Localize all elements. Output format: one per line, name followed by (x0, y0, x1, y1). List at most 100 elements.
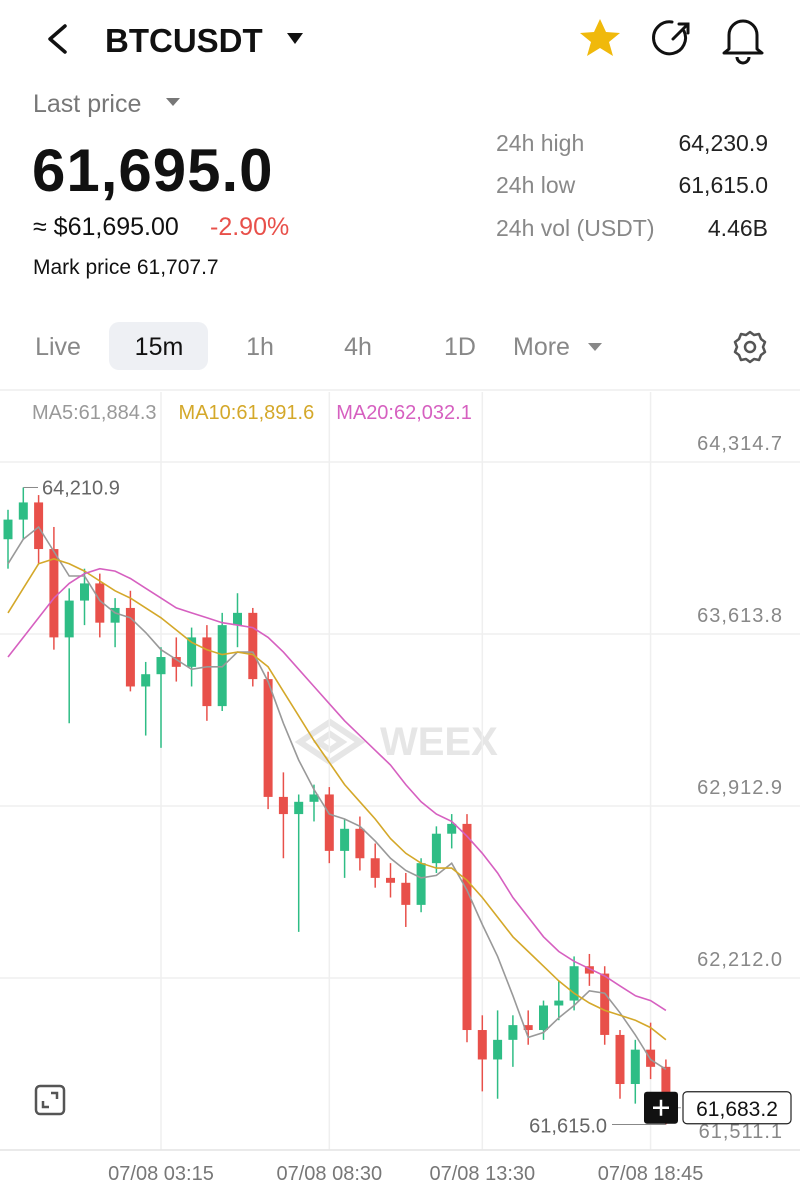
candle-body (569, 966, 579, 1001)
candle-body (3, 519, 13, 540)
candle-body (125, 607, 135, 687)
stat-label: 24h high (496, 130, 585, 156)
favorite-star[interactable] (580, 19, 620, 56)
divider (0, 389, 800, 391)
candle-body (171, 657, 181, 667)
timeframe-tab[interactable]: 1h (246, 333, 274, 361)
y-tick-label: 62,912.9 (697, 777, 783, 799)
candle-body (64, 600, 74, 638)
mark-price: Mark price 61,707.7 (33, 256, 219, 279)
last-price-label[interactable]: Last price (33, 90, 142, 118)
candle-body (661, 1066, 671, 1108)
y-tick-label: 61,511.1 (699, 1121, 783, 1143)
candle-body (34, 502, 44, 550)
ma-legend: MA10:61,891.6 (179, 402, 315, 424)
x-tick-label: 07/08 08:30 (276, 1163, 382, 1185)
timeframe-tab[interactable]: 1D (444, 333, 476, 361)
candle-body (340, 828, 350, 851)
candle-body (294, 801, 304, 815)
candle-body (156, 657, 166, 675)
x-tick-label: 07/08 13:30 (429, 1163, 535, 1185)
candle-body (493, 1039, 503, 1060)
candle-body (187, 637, 197, 667)
timeframe-tab[interactable]: More (513, 333, 570, 361)
candle-body (263, 679, 273, 797)
candle-body (539, 1005, 548, 1031)
candle-body (508, 1025, 518, 1040)
candle-body (233, 612, 242, 626)
x-tick-label: 07/08 18:45 (598, 1163, 704, 1185)
fullscreen-arrows (41, 1091, 59, 1109)
notification-bell[interactable] (722, 19, 764, 65)
fullscreen-frame (34, 1084, 66, 1116)
ma-line (7, 558, 667, 1041)
candle-body (523, 1025, 533, 1031)
candle-body (554, 1000, 564, 1006)
symbol[interactable]: BTCUSDT (105, 22, 263, 59)
candle-body (370, 858, 380, 878)
candle-body (324, 794, 334, 851)
ma-line (7, 567, 667, 1012)
candle-body (355, 828, 365, 859)
timeframe-tab[interactable]: 4h (344, 333, 372, 361)
candle-body (416, 863, 426, 905)
stat-label: 24h vol (USDT) (496, 215, 655, 241)
symbol-dropdown[interactable] (287, 33, 303, 44)
ma-line (7, 525, 667, 1070)
timeframe-tab[interactable]: 15m (134, 333, 184, 361)
ma-legend: MA20:62,032.1 (336, 402, 472, 424)
back-button[interactable] (48, 24, 67, 54)
candle-body (309, 794, 319, 802)
settings-button[interactable] (732, 329, 768, 365)
add-order-icon (653, 1099, 669, 1116)
candle-body (584, 966, 594, 974)
low-marker-label: 61,615.0 (529, 1116, 607, 1138)
header-icons (48, 19, 764, 65)
candle-body (278, 796, 288, 815)
candle-body (80, 583, 89, 601)
candle-body (248, 612, 258, 680)
candle-body (386, 877, 395, 883)
candle-body (615, 1034, 625, 1085)
fullscreen-button[interactable] (34, 1084, 66, 1116)
candle-body (462, 823, 472, 1031)
y-tick-label: 63,613.8 (697, 605, 783, 627)
add-order-button[interactable] (644, 1091, 678, 1124)
timeframe-tab[interactable]: Live (35, 333, 81, 361)
candle-body (401, 882, 411, 905)
y-tick-label: 64,314.7 (697, 433, 783, 455)
watermark-logo (294, 718, 366, 766)
last-price-label: 61,683.2 (696, 1098, 778, 1121)
stat-value: 64,230.9 (678, 130, 768, 156)
watermark: WEEX (380, 720, 498, 764)
candle-body (202, 637, 212, 707)
candle-body (447, 823, 457, 834)
candle-body (95, 583, 105, 623)
candle-body (217, 625, 227, 707)
x-tick-label: 07/08 03:15 (108, 1163, 214, 1185)
ma-legend: MA5:61,884.3 (32, 402, 157, 424)
candle-body (431, 833, 441, 864)
last-price: 61,695.0 (32, 137, 274, 204)
price-change: -2.90% (210, 213, 290, 241)
y-tick-label: 62,212.0 (697, 949, 783, 971)
price-usd: ≈ $61,695.00 (33, 213, 179, 241)
last-price-box (682, 1091, 792, 1125)
high-marker-label: 64,210.9 (42, 477, 120, 499)
candle-body (630, 1049, 640, 1085)
more-dropdown[interactable] (587, 341, 603, 353)
stat-label: 24h low (496, 172, 576, 198)
candle-body (141, 674, 151, 687)
share-button[interactable] (652, 20, 690, 56)
last-price-dropdown[interactable] (165, 96, 181, 108)
candle-body (18, 502, 28, 520)
candle-body (600, 973, 610, 1035)
stat-value: 61,615.0 (678, 172, 768, 198)
active-tab-background (109, 322, 208, 370)
candle-body (110, 607, 120, 623)
stat-value: 4.46B (707, 215, 768, 241)
candle-body (49, 549, 59, 638)
candle-body (477, 1030, 487, 1060)
